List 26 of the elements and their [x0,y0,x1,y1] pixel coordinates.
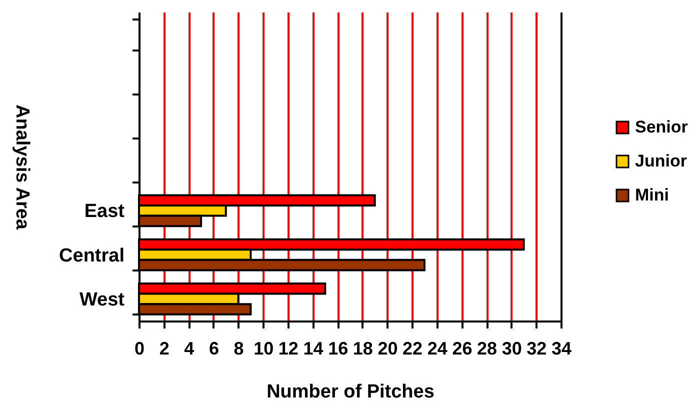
legend-label: Mini [635,186,669,204]
x-tick-label: 6 [208,338,219,358]
x-tick-label: 10 [254,338,274,358]
x-tick-label: 20 [378,338,398,358]
legend-label: Junior [635,152,688,170]
x-tick-label: 16 [328,338,348,358]
x-tick-label: 4 [184,338,194,358]
x-tick-label: 34 [551,338,572,358]
x-tick-label: 22 [402,338,423,358]
x-tick-label: 2 [159,338,170,358]
legend-label: Senior [635,118,688,136]
y-tick-label: West [79,289,126,310]
y-tick-label: Central [59,245,124,266]
x-tick-label: 26 [452,338,472,358]
y-axis-title: Analysis Area [12,104,32,230]
x-tick-label: 0 [134,338,145,358]
x-tick-label: 14 [303,338,324,358]
x-tick-label: 18 [352,338,373,358]
x-tick-label: 12 [278,338,298,358]
x-tick-label: 32 [526,338,547,358]
x-tick-label: 30 [502,338,522,358]
x-tick-label: 24 [427,338,448,358]
x-tick-label: 8 [234,338,244,358]
x-tick-label: 28 [477,338,498,358]
x-axis-title: Number of Pitches [266,382,434,402]
y-tick-label: East [84,201,126,222]
